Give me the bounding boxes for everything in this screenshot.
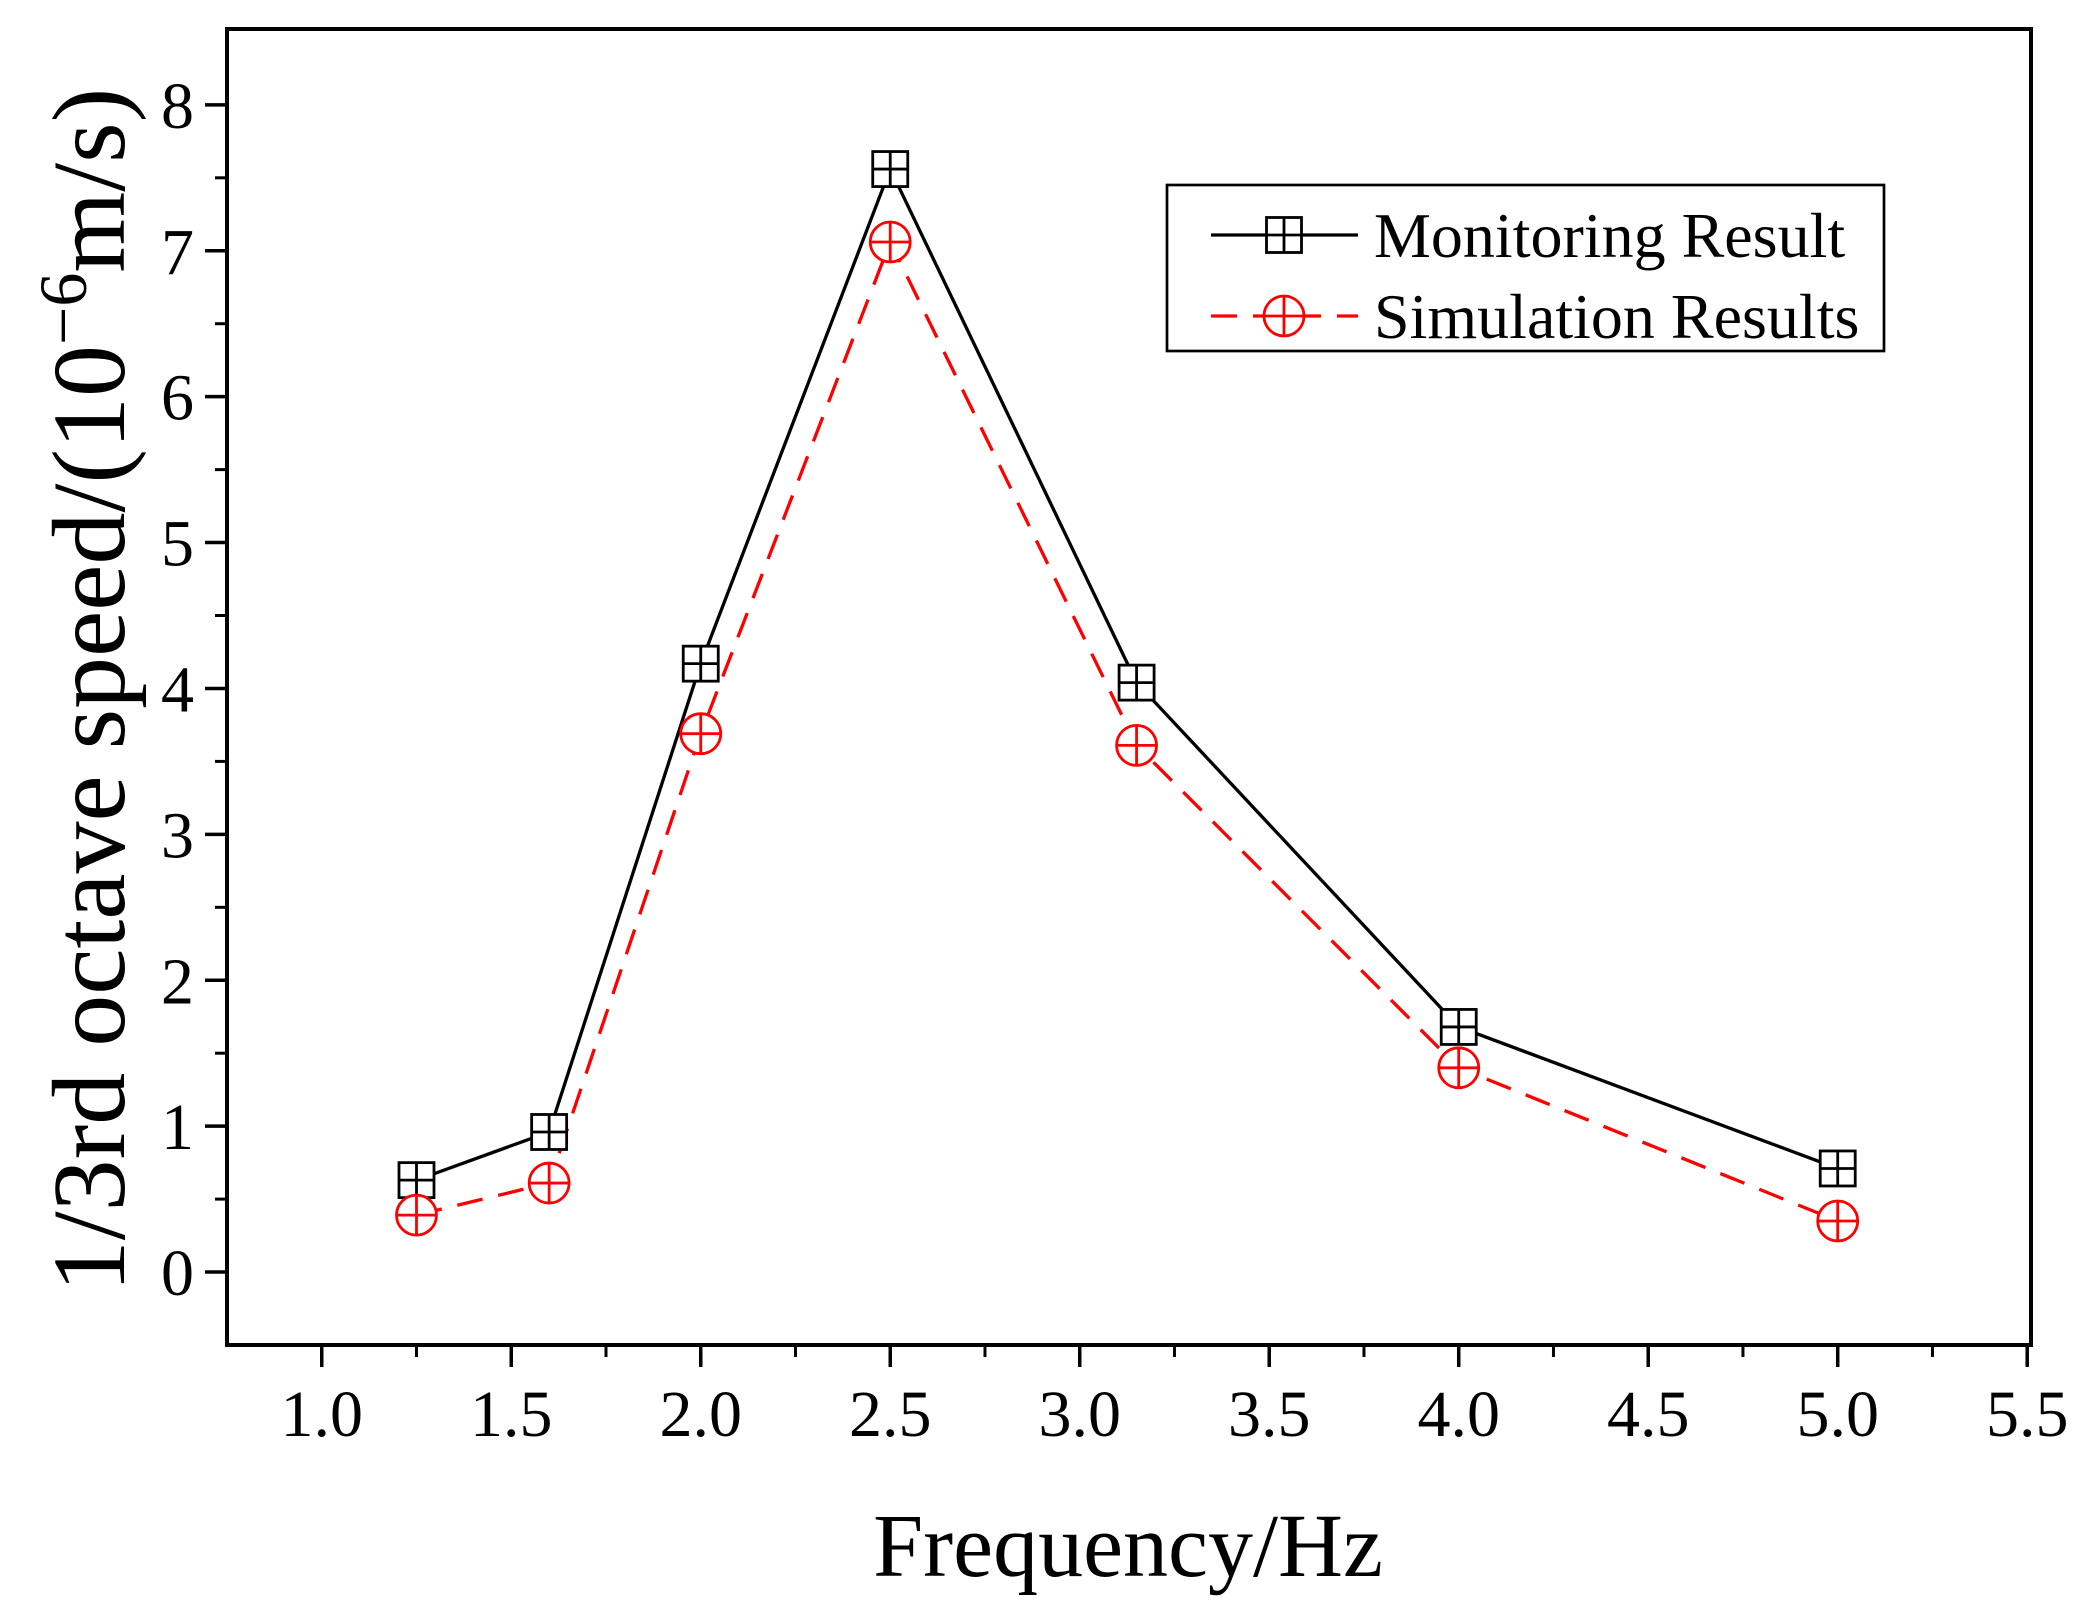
marker-cross xyxy=(680,713,721,754)
x-axis-label: Frequency/Hz xyxy=(873,1497,1383,1596)
marker-cross xyxy=(1119,665,1155,701)
y-tick-label: 7 xyxy=(161,216,194,289)
y-axis-label-main: 1/3rd octave speed/(10 xyxy=(32,345,147,1292)
x-tick-label: 1.0 xyxy=(280,1378,363,1451)
y-axis-label: 1/3rd octave speed/(10−6m/s) xyxy=(25,88,147,1293)
y-tick-label: 2 xyxy=(161,945,194,1018)
monitoring-marker xyxy=(1117,663,1156,702)
simulation-marker xyxy=(527,1161,571,1205)
monitoring-marker xyxy=(871,150,910,188)
y-tick-label: 8 xyxy=(161,70,194,143)
simulation-marker xyxy=(679,712,723,756)
marker-cross xyxy=(531,1114,567,1150)
x-tick-label: 3.0 xyxy=(1038,1378,1121,1451)
simulation-marker xyxy=(395,1193,438,1237)
marker-cross xyxy=(872,151,908,187)
y-axis-label-superscript: −6 xyxy=(25,273,101,345)
legend-label-monitoring: Monitoring Result xyxy=(1374,200,1845,271)
monitoring-marker xyxy=(397,1161,436,1200)
x-tick-label: 2.5 xyxy=(849,1378,932,1451)
simulation-marker xyxy=(868,220,912,264)
marker-cross xyxy=(1441,1009,1477,1045)
plot-frame xyxy=(225,27,2033,1347)
marker-cross xyxy=(1438,1047,1479,1088)
marker-cross xyxy=(1264,296,1304,336)
simulation-marker xyxy=(1115,723,1158,767)
x-tick-label: 4.5 xyxy=(1607,1378,1690,1451)
marker-cross xyxy=(398,1162,434,1198)
x-tick-label: 5.5 xyxy=(1986,1378,2069,1451)
y-tick-label: 3 xyxy=(161,799,194,872)
axis-ticks xyxy=(205,103,2029,1367)
simulation-marker xyxy=(1437,1046,1481,1090)
marker-cross xyxy=(870,222,911,263)
y-tick-label: 0 xyxy=(161,1237,194,1310)
marker-cross xyxy=(396,1195,437,1236)
legend-label-simulation: Simulation Results xyxy=(1374,281,1859,352)
x-tick-label: 3.5 xyxy=(1228,1378,1311,1451)
marker-cross xyxy=(1266,217,1302,253)
legend-samples xyxy=(1211,216,1358,338)
marker-cross xyxy=(683,646,719,682)
marker-cross xyxy=(529,1163,570,1204)
monitoring-marker xyxy=(681,644,720,683)
legend-marker-monitoring xyxy=(1265,216,1303,254)
marker-cross xyxy=(1817,1200,1858,1241)
x-tick-label: 2.0 xyxy=(659,1378,742,1451)
y-tick-label: 4 xyxy=(161,653,194,726)
y-tick-label: 1 xyxy=(161,1091,194,1164)
x-tick-label: 5.0 xyxy=(1796,1378,1879,1451)
monitoring-marker xyxy=(530,1113,569,1151)
plot-series xyxy=(395,150,1860,1243)
x-tick-label: 1.5 xyxy=(470,1378,553,1451)
monitoring-marker xyxy=(1818,1149,1857,1188)
axis-tick-labels: 1.0 1.5 2.0 2.5 3.0 3.5 4.0 4.5 5.0 5.5 0 1 2 3 4 5 6 7 8 xyxy=(161,70,2068,1451)
y-tick-label: 5 xyxy=(161,508,194,581)
monitoring-marker xyxy=(1439,1008,1478,1046)
marker-cross xyxy=(1116,725,1157,766)
x-tick-label: 4.0 xyxy=(1417,1378,1500,1451)
legend-marker-simulation xyxy=(1262,294,1306,338)
y-axis-label-unit: m/s) xyxy=(32,88,147,273)
simulation-marker xyxy=(1816,1199,1860,1243)
y-tick-label: 6 xyxy=(161,362,194,435)
legend: Monitoring Result Simulation Results xyxy=(1165,183,1886,353)
marker-cross xyxy=(1820,1150,1856,1186)
